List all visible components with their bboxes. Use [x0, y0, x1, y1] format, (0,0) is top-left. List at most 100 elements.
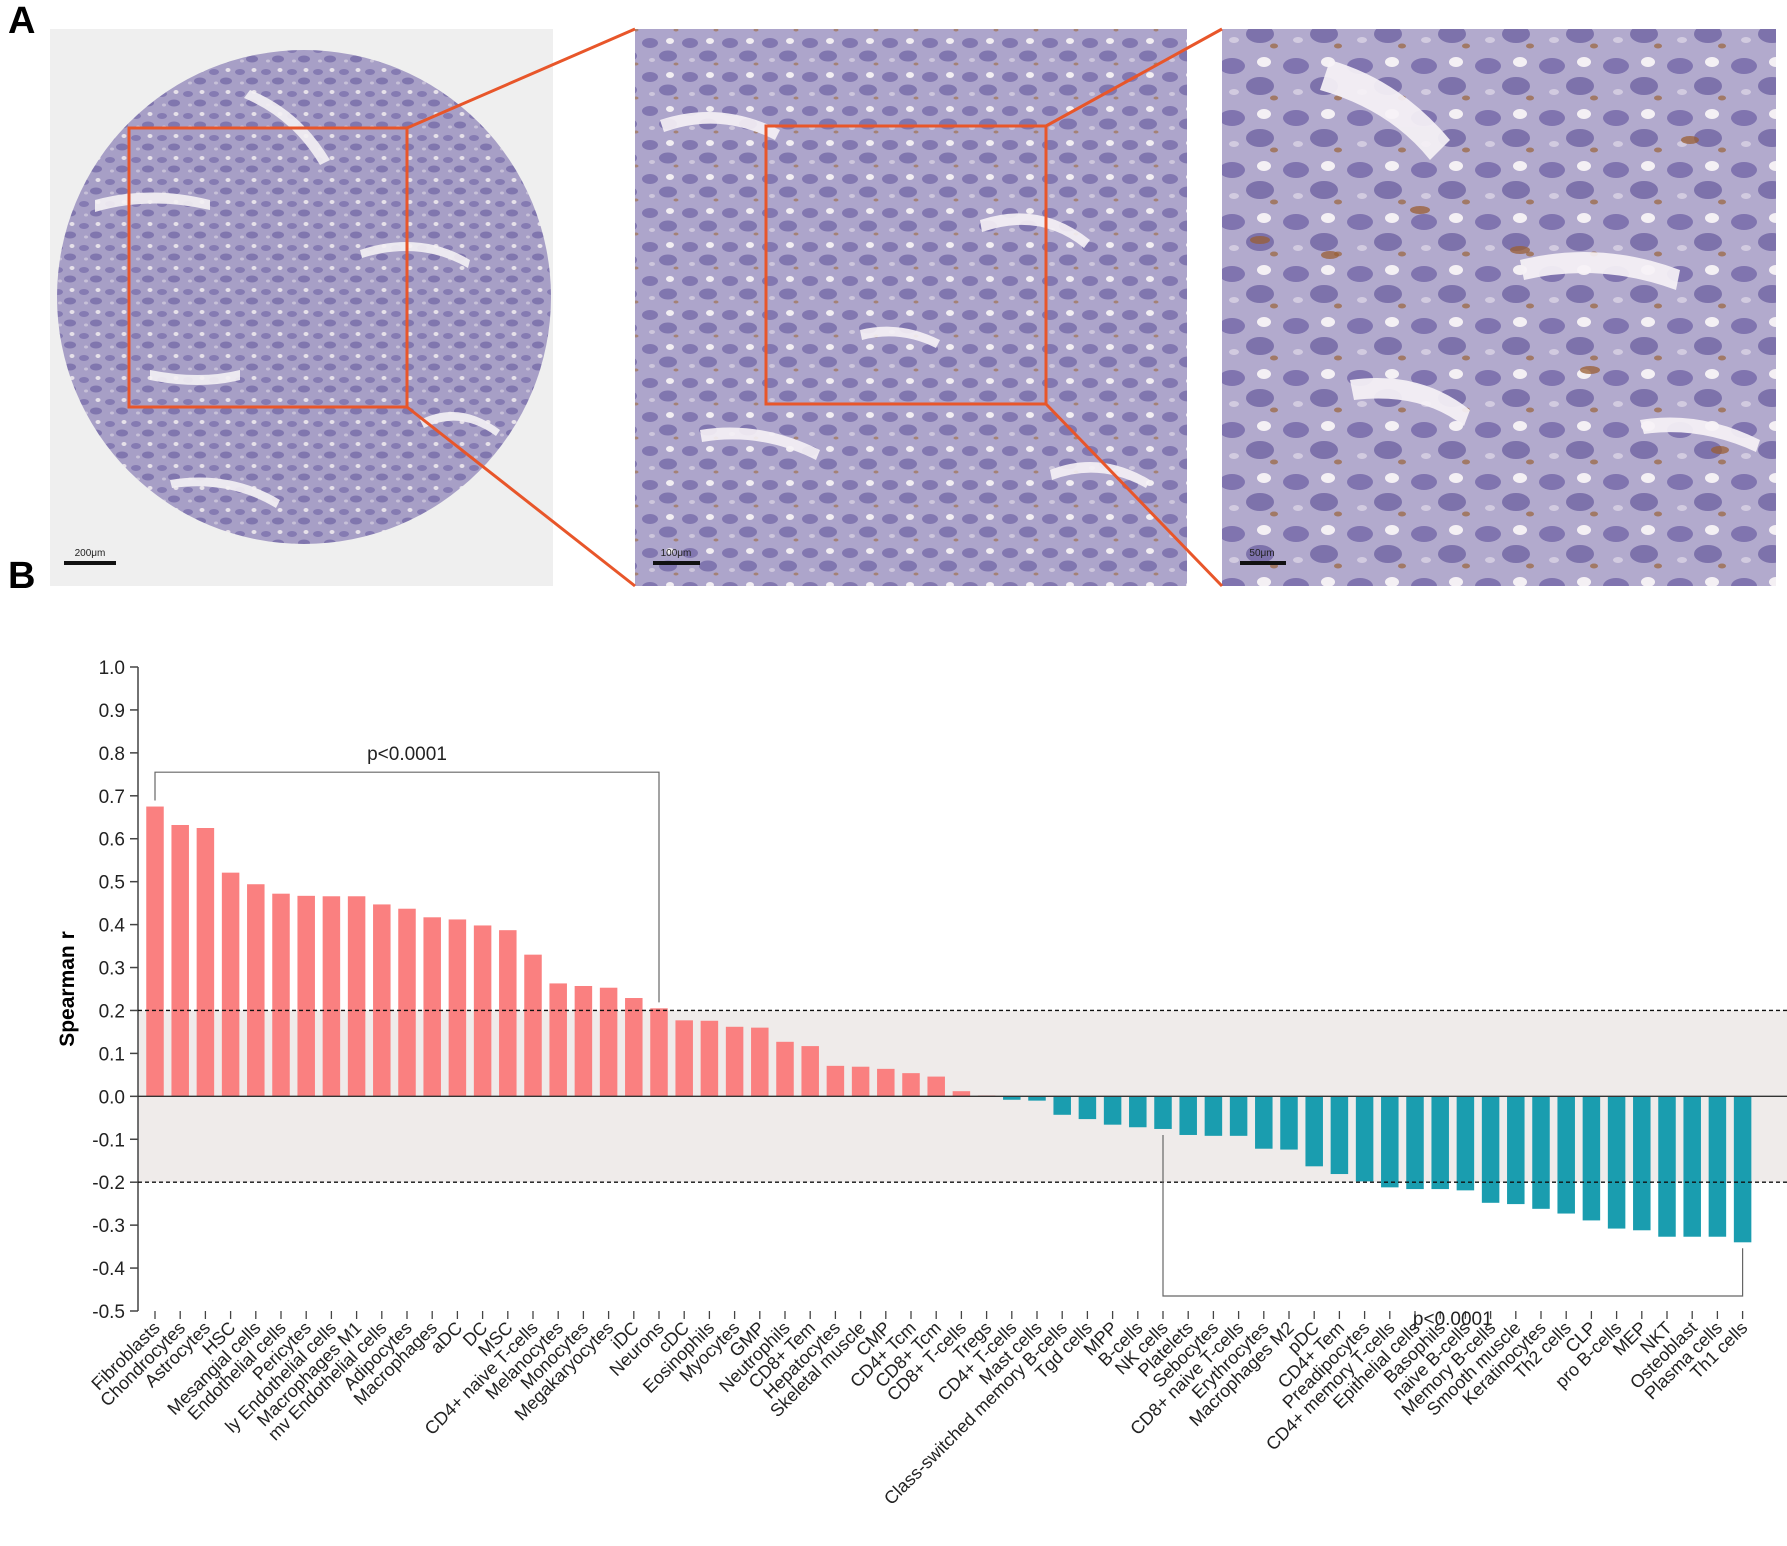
bar-adipocytes — [398, 908, 416, 1097]
bar-preadipocytes — [1355, 1096, 1374, 1182]
bar-platelets — [1179, 1096, 1197, 1135]
bar-mast-cells — [1028, 1096, 1046, 1101]
y-tick-label: 0.6 — [99, 830, 125, 851]
y-axis: 1.0 0.9 0.8 0.7 0.6 0.5 0.4 0.3 0.2 0.1 0.0 -0.1 -0.… — [92, 658, 139, 1323]
bar-fibroblasts — [146, 806, 164, 1097]
bar-cmp — [877, 1068, 895, 1097]
significance-annotations: p<0.0001 p<0.0001 — [154, 744, 1744, 1330]
y-tick-label: 0.2 — [99, 1001, 125, 1022]
bar-memory-b-cells — [1481, 1096, 1500, 1203]
bar-neutrophils — [776, 1041, 794, 1097]
bar-sebocytes — [1204, 1096, 1223, 1136]
tma-core-image: 200μm — [50, 29, 553, 586]
bar-macrophages-m1 — [347, 896, 366, 1097]
y-tick-label: 0.1 — [99, 1044, 125, 1065]
bar-basophils — [1431, 1096, 1449, 1190]
bar-macrophages-m2 — [1280, 1096, 1298, 1150]
zoom-image-medium: 100μm — [635, 29, 1187, 586]
zoom-connector-2b — [1044, 402, 1224, 588]
significance-bracket — [1162, 1134, 1744, 1297]
bar-gmp — [751, 1027, 769, 1097]
bar-b-cells — [1129, 1096, 1147, 1128]
scale-bar-label-1: 200μm — [75, 548, 106, 559]
significance-bracket — [154, 771, 660, 1003]
bar-hsc — [221, 872, 240, 1097]
zoom-box-2 — [764, 124, 1048, 406]
bar-cd8-t-cells — [952, 1091, 971, 1097]
bar-idc — [625, 998, 643, 1097]
bar-myocytes — [725, 1026, 744, 1097]
zoom-connector-2a — [1045, 27, 1223, 128]
bar-nk-cells — [1154, 1096, 1172, 1129]
bar-pro-b-cells — [1607, 1096, 1626, 1229]
bar-astrocytes — [196, 828, 215, 1097]
bar-class-switched-memory-b-cells — [1053, 1096, 1071, 1115]
bar-plasma-cells — [1708, 1096, 1727, 1237]
y-tick-label: 0.8 — [99, 744, 125, 765]
bars — [146, 806, 1752, 1243]
bar-msc — [499, 930, 517, 1097]
micrograph-panel: 200μm 100μm — [50, 27, 1776, 588]
p-value-label: p<0.0001 — [367, 744, 447, 765]
bar-cd8-tcm — [927, 1076, 945, 1097]
bar-pdc — [1305, 1096, 1323, 1167]
bar-erythrocytes — [1255, 1096, 1273, 1149]
bar-smooth-muscle — [1507, 1096, 1525, 1205]
bar-cd4-memory-t-cells — [1381, 1096, 1399, 1188]
bar-cd4-tcm — [902, 1073, 920, 1097]
bar-th2-cells — [1557, 1096, 1575, 1214]
bar-mep — [1633, 1096, 1651, 1231]
panel-a-label: A — [8, 0, 36, 42]
bar-mesangial-cells — [247, 884, 265, 1097]
y-tick-label: 0.5 — [99, 873, 125, 894]
bar-neurons — [650, 1008, 668, 1097]
y-tick-label: 0.0 — [99, 1087, 125, 1108]
zoom-image-high: 50μm — [1222, 29, 1776, 586]
bar-th1-cells — [1733, 1096, 1752, 1243]
y-tick-label: 0.3 — [99, 959, 125, 980]
bar-nkt — [1658, 1096, 1676, 1237]
y-tick-label: -0.3 — [92, 1216, 125, 1237]
y-tick-label: 0.9 — [99, 701, 125, 722]
bar-keratinocytes — [1532, 1096, 1550, 1209]
bar-melanocytes — [549, 983, 567, 1097]
bar-naive-b-cells — [1456, 1096, 1475, 1191]
y-tick-label: 0.7 — [99, 787, 125, 808]
bar-cd4-tem — [1330, 1096, 1349, 1175]
scale-bar-label-2: 100μm — [661, 548, 692, 559]
bar-adc — [448, 919, 467, 1097]
bar-clp — [1582, 1096, 1601, 1221]
bar-endothelial-cells — [272, 893, 290, 1097]
p-value-label: p<0.0001 — [1413, 1309, 1493, 1330]
bar-chondrocytes — [171, 824, 189, 1097]
threshold-lines — [138, 1009, 1787, 1183]
y-axis-title: Spearman r — [56, 931, 79, 1047]
bar-cd4-t-cells — [1003, 1096, 1021, 1100]
bar-monocytes — [574, 985, 593, 1097]
y-tick-label: 0.4 — [99, 916, 126, 937]
y-tick-label: -0.4 — [92, 1259, 125, 1280]
bar-mpp — [1103, 1096, 1122, 1125]
bar-cd4-naive-t-cells — [524, 954, 542, 1097]
panel-b-label: B — [8, 555, 36, 597]
bar-cd8-tem — [801, 1046, 819, 1097]
bar-eosinophils — [700, 1020, 719, 1097]
y-tick-label: -0.2 — [92, 1173, 125, 1194]
y-tick-label: 1.0 — [99, 658, 125, 679]
bar-tgd-cells — [1078, 1096, 1097, 1120]
category-labels: FibroblastsChondrocytesAstrocytesHSCMesa… — [87, 1311, 1751, 1509]
zoom-indicators — [127, 27, 1224, 588]
bar-epithelial-cells — [1406, 1096, 1424, 1190]
zoom-connector-1a — [406, 27, 636, 130]
scale-bar-label-3: 50μm — [1249, 548, 1274, 559]
zoom-connector-1b — [406, 405, 636, 588]
bar-osteoblast — [1683, 1096, 1701, 1237]
bar-skeletal-muscle — [851, 1066, 870, 1097]
zoom-box-1 — [127, 126, 409, 409]
bar-cd8-naive-t-cells — [1229, 1096, 1248, 1136]
bar-megakaryocytes — [599, 987, 618, 1097]
bar-hepatocytes — [826, 1065, 845, 1097]
y-tick-label: -0.1 — [92, 1130, 125, 1151]
bar-macrophages — [423, 917, 441, 1097]
